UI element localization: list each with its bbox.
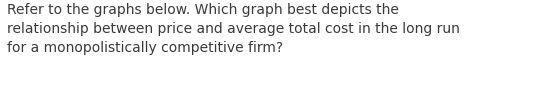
Text: Refer to the graphs below. Which graph best depicts the
relationship between pri: Refer to the graphs below. Which graph b… — [7, 3, 460, 55]
